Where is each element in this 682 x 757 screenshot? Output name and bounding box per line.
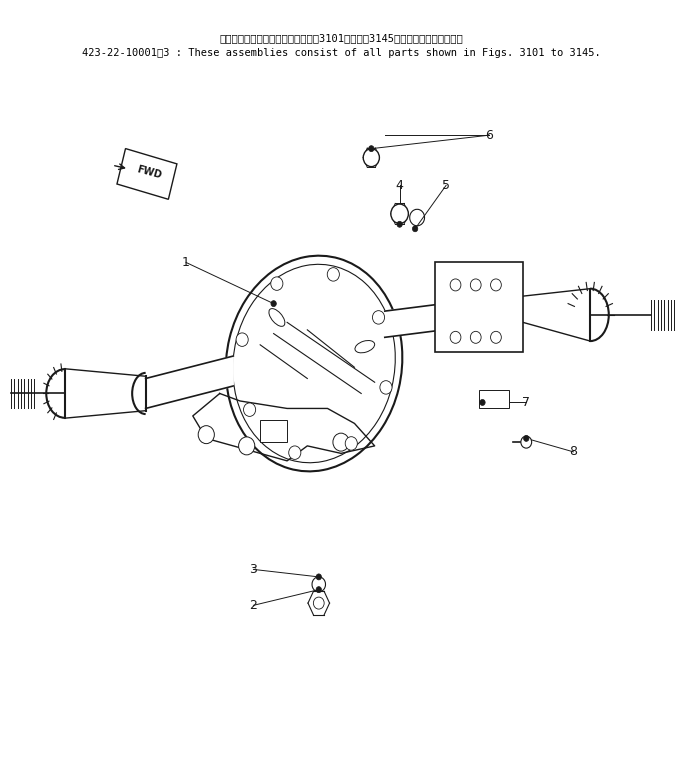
Circle shape bbox=[364, 148, 379, 167]
FancyBboxPatch shape bbox=[435, 263, 523, 352]
Ellipse shape bbox=[355, 341, 374, 353]
Circle shape bbox=[236, 333, 248, 347]
FancyBboxPatch shape bbox=[117, 148, 177, 199]
Text: 8: 8 bbox=[569, 445, 578, 459]
Text: 6: 6 bbox=[486, 129, 493, 142]
Circle shape bbox=[333, 433, 349, 451]
Circle shape bbox=[450, 279, 461, 291]
Circle shape bbox=[368, 145, 374, 151]
Circle shape bbox=[314, 597, 324, 609]
Ellipse shape bbox=[269, 309, 285, 326]
Circle shape bbox=[380, 381, 392, 394]
Circle shape bbox=[490, 332, 501, 344]
Circle shape bbox=[479, 400, 485, 406]
Text: 1: 1 bbox=[182, 256, 190, 269]
Circle shape bbox=[243, 403, 256, 416]
Circle shape bbox=[345, 437, 357, 450]
FancyBboxPatch shape bbox=[479, 390, 509, 409]
Circle shape bbox=[413, 226, 418, 232]
Circle shape bbox=[327, 268, 340, 281]
Text: 4: 4 bbox=[396, 179, 404, 192]
Text: 3: 3 bbox=[250, 563, 257, 576]
Circle shape bbox=[397, 221, 402, 227]
Circle shape bbox=[471, 279, 481, 291]
Text: 5: 5 bbox=[442, 179, 450, 192]
Circle shape bbox=[391, 204, 409, 223]
Text: これらのアセンブリの構成部品は第3101図から第3145図の部品まで含みます。: これらのアセンブリの構成部品は第3101図から第3145図の部品まで含みます。 bbox=[219, 33, 463, 43]
Circle shape bbox=[524, 435, 529, 441]
Text: 7: 7 bbox=[522, 396, 531, 409]
Text: 423-22-10001～3 : These assemblies consist of all parts shown in Figs. 3101 to 31: 423-22-10001～3 : These assemblies consis… bbox=[82, 48, 600, 58]
Polygon shape bbox=[146, 356, 233, 409]
Circle shape bbox=[372, 310, 385, 324]
FancyBboxPatch shape bbox=[260, 419, 287, 442]
Circle shape bbox=[490, 279, 501, 291]
Text: 2: 2 bbox=[250, 599, 257, 612]
Polygon shape bbox=[385, 296, 503, 338]
Circle shape bbox=[239, 437, 255, 455]
Circle shape bbox=[450, 332, 461, 344]
Circle shape bbox=[521, 436, 532, 448]
Circle shape bbox=[288, 446, 301, 459]
Circle shape bbox=[271, 277, 283, 291]
Circle shape bbox=[316, 574, 321, 580]
Circle shape bbox=[471, 332, 481, 344]
Circle shape bbox=[198, 425, 214, 444]
Circle shape bbox=[316, 587, 321, 593]
Circle shape bbox=[271, 301, 276, 307]
Text: FWD: FWD bbox=[136, 164, 162, 181]
